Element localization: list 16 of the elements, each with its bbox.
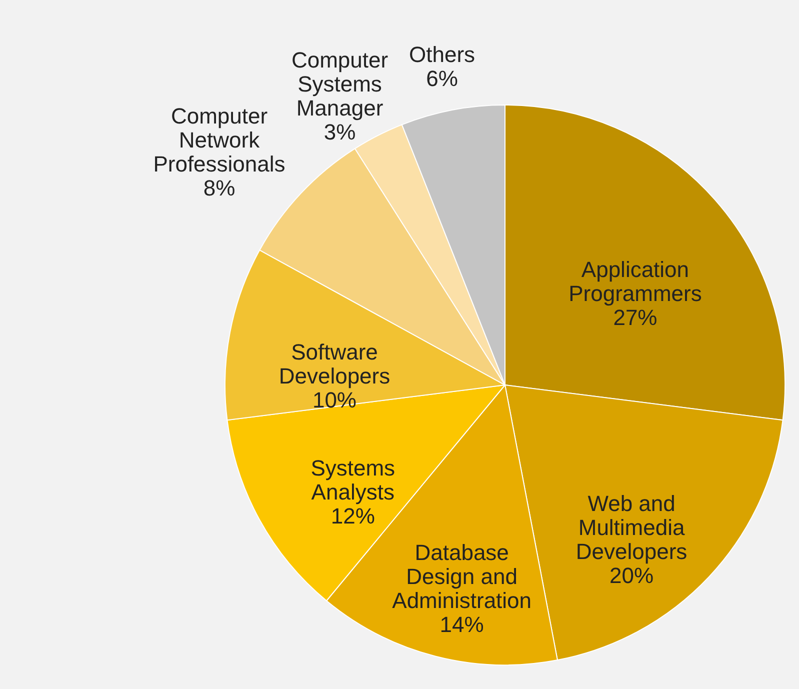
slice-label: Database Design and Administration [392,540,532,614]
data-label: 27% [613,305,658,330]
data-label: 8% [203,176,236,201]
slice-label: Computer Network Professionals [153,104,286,177]
slice-label: Application Programmers [568,257,702,306]
data-label: 14% [440,612,484,638]
slice-label: Systems Analysts [310,456,396,505]
slice-label: Others [409,42,476,67]
slice-label: Web and Multimedia Developers [576,490,688,564]
data-label: 3% [324,120,356,145]
data-label: 10% [312,387,356,412]
data-label: 6% [426,66,458,91]
data-label: 12% [330,504,375,529]
slice-label: Software Developers [278,339,390,388]
slice-label: Computer Systems Manager [291,48,388,121]
data-label: 20% [610,562,654,588]
